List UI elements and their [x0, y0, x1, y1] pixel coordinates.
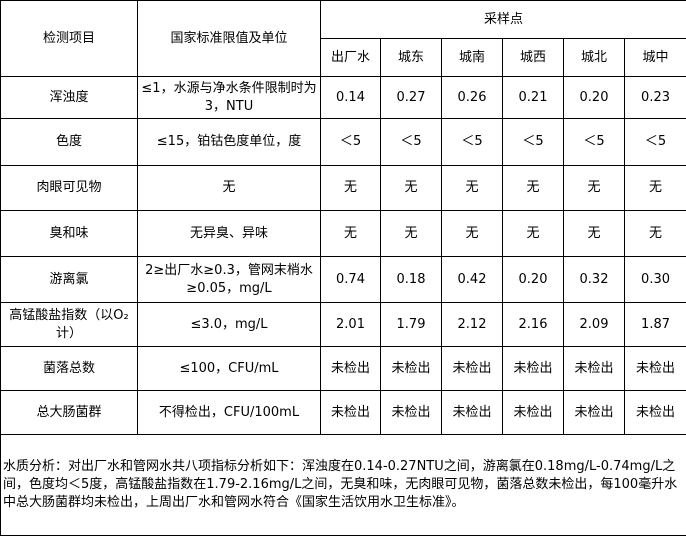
value-cell: ＜5 [502, 118, 564, 166]
header-site: 出厂水 [320, 38, 381, 77]
analysis-note: 水质分析：对出厂水和管网水共八项指标分析如下：浑浊度在0.14-0.27NTU之… [0, 434, 686, 536]
standard-cell: 不得检出，CFU/100mL [137, 390, 321, 435]
value-cell: 0.26 [441, 76, 503, 119]
value-cell: 1.79 [380, 302, 442, 347]
value-cell: 1.87 [623, 302, 686, 347]
value-cell: 2.12 [441, 302, 503, 347]
value-cell: ＜5 [320, 118, 381, 166]
value-cell: 0.20 [502, 256, 564, 303]
value-cell: 未检出 [502, 346, 564, 391]
header-site: 城南 [441, 38, 503, 77]
value-cell: 无 [441, 210, 503, 257]
standard-cell: 2≥出厂水≥0.3，管网末梢水≥0.05，mg/L [137, 256, 321, 303]
standard-cell: ≤3.0，mg/L [137, 302, 321, 347]
standard-cell: ≤15，铂钴色度单位，度 [137, 118, 321, 166]
value-cell: 未检出 [623, 390, 686, 435]
value-cell: 无 [502, 210, 564, 257]
value-cell: 0.30 [623, 256, 686, 303]
header-standard: 国家标准限值及单位 [137, 0, 321, 77]
table-row: 菌落总数 ≤100，CFU/mL 未检出 未检出 未检出 未检出 未检出 未检出 [0, 346, 686, 391]
item-cell: 高锰酸盐指数（以O₂计） [0, 302, 138, 347]
table-row: 浑浊度 ≤1，水源与净水条件限制时为3，NTU 0.14 0.27 0.26 0.21 0.… [0, 76, 686, 119]
value-cell: ＜5 [441, 118, 503, 166]
value-cell: 0.21 [502, 76, 564, 119]
value-cell: 0.74 [320, 256, 381, 303]
value-cell: 无 [623, 165, 686, 211]
table-row: 游离氯 2≥出厂水≥0.3，管网末梢水≥0.05，mg/L 0.74 0.18 0.42… [0, 256, 686, 303]
value-cell: 0.20 [563, 76, 625, 119]
value-cell: 无 [502, 165, 564, 211]
value-cell: 0.18 [380, 256, 442, 303]
standard-cell: ≤1，水源与净水条件限制时为3，NTU [137, 76, 321, 119]
value-cell: 未检出 [441, 390, 503, 435]
value-cell: 0.27 [380, 76, 442, 119]
value-cell: 未检出 [623, 346, 686, 391]
value-cell: 未检出 [502, 390, 564, 435]
value-cell: 未检出 [320, 346, 381, 391]
item-cell: 肉眼可见物 [0, 165, 138, 211]
header-site: 城北 [563, 38, 625, 77]
header-site: 城西 [502, 38, 564, 77]
value-cell: 未检出 [563, 390, 625, 435]
item-cell: 游离氯 [0, 256, 138, 303]
value-cell: 无 [320, 165, 381, 211]
item-cell: 菌落总数 [0, 346, 138, 391]
value-cell: 0.32 [563, 256, 625, 303]
table-row: 高锰酸盐指数（以O₂计） ≤3.0，mg/L 2.01 1.79 2.12 2.16 2.0… [0, 302, 686, 347]
value-cell: 0.14 [320, 76, 381, 119]
value-cell: 无 [380, 210, 442, 257]
value-cell: 0.23 [623, 76, 686, 119]
item-cell: 总大肠菌群 [0, 390, 138, 435]
value-cell: 未检出 [563, 346, 625, 391]
value-cell: 无 [320, 210, 381, 257]
value-cell: 无 [623, 210, 686, 257]
value-cell: ＜5 [563, 118, 625, 166]
value-cell: 未检出 [380, 390, 442, 435]
value-cell: 未检出 [441, 346, 503, 391]
standard-cell: ≤100，CFU/mL [137, 346, 321, 391]
standard-cell: 无 [137, 165, 321, 211]
table-row: 色度 ≤15，铂钴色度单位，度 ＜5 ＜5 ＜5 ＜5 ＜5 ＜5 [0, 118, 686, 166]
table-row: 总大肠菌群 不得检出，CFU/100mL 未检出 未检出 未检出 未检出 未检出 未检出 [0, 390, 686, 435]
value-cell: 0.42 [441, 256, 503, 303]
header-item: 检测项目 [0, 0, 138, 77]
table-row: 肉眼可见物无无无无无无无 [0, 165, 686, 211]
value-cell: 未检出 [320, 390, 381, 435]
value-cell: 无 [563, 210, 625, 257]
header-sampling: 采样点 [319, 0, 686, 39]
header-site: 城中 [623, 38, 686, 77]
value-cell: 2.16 [502, 302, 564, 347]
table-row: 臭和味 无异臭、异味无无无无无无 [0, 210, 686, 257]
value-cell: 无 [380, 165, 442, 211]
item-cell: 臭和味 [0, 210, 138, 257]
value-cell: ＜5 [623, 118, 686, 166]
value-cell: 未检出 [380, 346, 442, 391]
header-site: 城东 [380, 38, 442, 77]
value-cell: ＜5 [380, 118, 442, 166]
standard-cell: 无异臭、异味 [137, 210, 321, 257]
item-cell: 浑浊度 [0, 76, 138, 119]
value-cell: 无 [441, 165, 503, 211]
value-cell: 无 [563, 165, 625, 211]
item-cell: 色度 [0, 118, 138, 166]
value-cell: 2.09 [563, 302, 625, 347]
value-cell: 2.01 [320, 302, 381, 347]
